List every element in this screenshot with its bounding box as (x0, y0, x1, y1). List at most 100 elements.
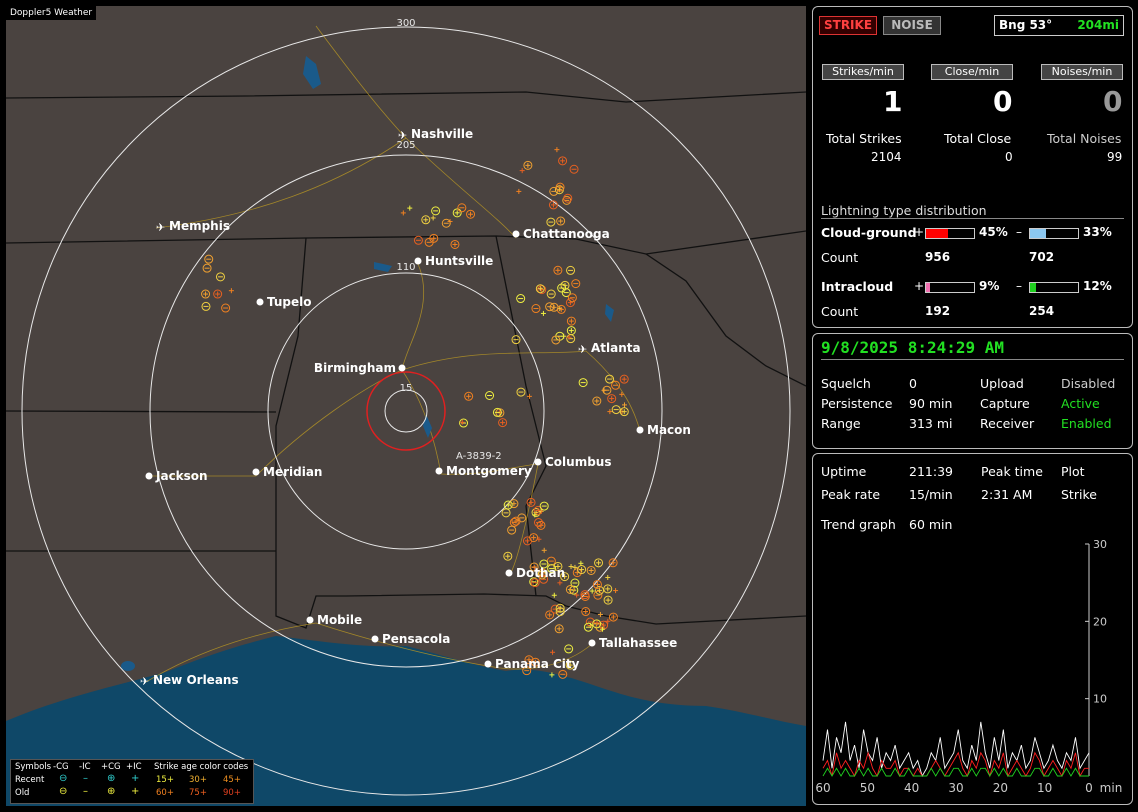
strike-marker (566, 334, 572, 340)
strike-marker (607, 394, 617, 404)
strike-marker (492, 407, 502, 417)
strike-marker (533, 505, 543, 515)
strikes-per-min-value: 1 (883, 85, 903, 118)
close-range-ring (366, 371, 446, 451)
legend-old-neg-ic-icon: – (83, 786, 88, 797)
city-chattanooga: Chattanooga (512, 227, 610, 241)
strike-marker (611, 405, 621, 415)
city-columbus: Columbus (534, 455, 612, 469)
ic-pos-percent: 9% (979, 279, 1000, 293)
total-noises-label: Total Noises (1047, 131, 1122, 146)
x-tick-label: 20 (993, 781, 1008, 795)
strike-marker (531, 304, 541, 314)
city-mobile: Mobile (306, 613, 362, 627)
x-tick-label: 0 (1085, 781, 1093, 795)
strikes-per-min-header: Strikes/min (822, 64, 904, 80)
city-dot (371, 635, 379, 643)
airport-icon: ✈ (140, 675, 149, 688)
strike-marker (522, 666, 532, 676)
strike-marker (532, 512, 538, 518)
legend-age-75: 75+ (189, 788, 207, 798)
strike-marker (619, 407, 629, 417)
strike-marker (622, 402, 628, 408)
city-atlanta: ✈ Atlanta (578, 341, 641, 356)
strike-marker (569, 164, 579, 174)
city-dot (398, 364, 406, 372)
map-legend: Symbols Recent Old -CG -IC +CG +IC Strik… (10, 759, 254, 804)
legend-age-15: 15+ (156, 775, 174, 785)
persistence-value: 90 min (909, 396, 953, 411)
strike-marker (450, 239, 460, 249)
strike-marker (549, 672, 555, 678)
range-label-205: 205 (396, 140, 415, 151)
city-label: Macon (647, 423, 691, 437)
cg-neg-bar (1029, 228, 1079, 239)
legend-age-90: 90+ (223, 788, 241, 798)
strike-marker (555, 182, 565, 192)
city-tupelo: Tupelo (256, 295, 312, 309)
ic-neg-count: 254 (1029, 304, 1055, 318)
peak-time-label: Peak time (981, 464, 1043, 479)
strike-marker (539, 574, 549, 584)
strike-marker (592, 579, 602, 589)
strike-marker (594, 620, 600, 626)
strike-marker (530, 657, 540, 667)
city-label: New Orleans (153, 673, 239, 687)
strike-marker (613, 588, 619, 594)
upload-label: Upload (980, 376, 1024, 391)
strike-button[interactable]: STRIKE (819, 16, 877, 35)
strike-marker (201, 289, 211, 299)
strike-marker (566, 326, 576, 336)
city-meridian: Meridian (252, 465, 322, 479)
strike-marker (549, 186, 559, 196)
strike-marker (540, 310, 546, 316)
strike-marker (566, 334, 576, 344)
strike-marker (215, 272, 225, 282)
legend-age-30: 30+ (189, 775, 207, 785)
legend-old-pos-cg-icon: ⊕ (107, 786, 116, 797)
strike-marker (464, 391, 474, 401)
legend-age-title: Strike age color codes (154, 762, 249, 772)
strike-marker (551, 335, 561, 345)
strike-marker (503, 500, 513, 510)
strike-marker (566, 316, 576, 326)
strike-marker (583, 622, 593, 632)
strike-marker (572, 564, 578, 570)
strike-marker (501, 508, 511, 518)
bearing-readout: Bng 53° 204mi (994, 15, 1124, 36)
persistence-label: Persistence (821, 396, 893, 411)
strike-marker (605, 618, 611, 624)
strike-marker (585, 617, 595, 627)
city-label: Columbus (545, 455, 612, 469)
total-close-label: Total Close (944, 131, 1012, 146)
bearing-label: Bng 53° (999, 18, 1053, 32)
x-tick-label: 60 (815, 781, 830, 795)
city-new-orleans: ✈ New Orleans (140, 673, 239, 688)
range-rings (21, 26, 791, 796)
city-label: Atlanta (591, 341, 641, 355)
city-dot (414, 257, 422, 265)
x-tick-label: 10 (1037, 781, 1052, 795)
cg-pos-bar (925, 228, 975, 239)
range-label-110: 110 (396, 262, 415, 273)
legend-col-pos-cg: +CG (101, 762, 121, 772)
close-per-min-header: Close/min (931, 64, 1013, 80)
range-label: Range (821, 416, 861, 431)
noise-button[interactable]: NOISE (883, 16, 941, 35)
map-canvas[interactable]: 300 205 110 15 A-3839-2 ✈ Nashville ✈ Memph… (6, 6, 806, 806)
strike-marker (554, 147, 560, 153)
strike-marker (551, 592, 557, 598)
range-value: 313 mi (909, 416, 953, 431)
city-label: Birmingham (314, 361, 396, 375)
total-close-value: 0 (1005, 150, 1013, 164)
plot-label: Plot (1061, 464, 1085, 479)
ic-count-label: Count (821, 304, 859, 319)
strike-marker (570, 578, 580, 588)
ic-pos-count: 192 (925, 304, 951, 318)
strike-marker (498, 418, 508, 428)
cg-neg-percent: 33% (1083, 225, 1112, 239)
radar-map[interactable]: 300 205 110 15 A-3839-2 ✈ Nashville ✈ Memph… (6, 6, 806, 806)
strike-marker (529, 533, 539, 543)
strike-marker (457, 203, 467, 213)
strike-marker (541, 547, 547, 553)
